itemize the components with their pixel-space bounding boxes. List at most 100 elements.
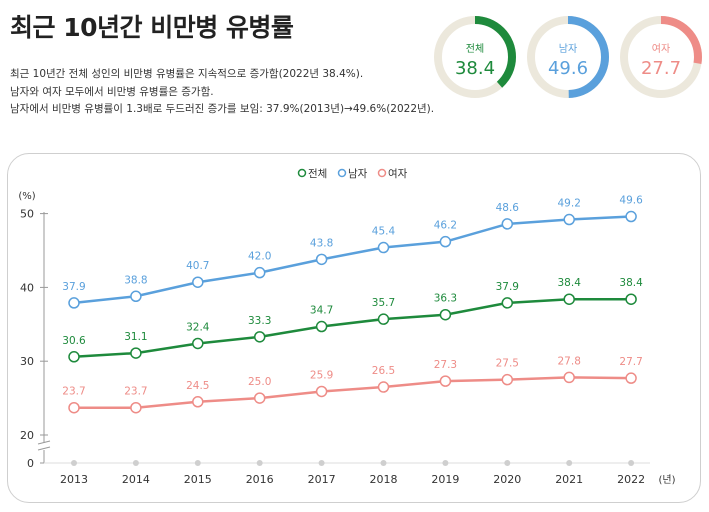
y-tick-label: 40 bbox=[20, 281, 34, 294]
data-point bbox=[439, 375, 452, 387]
data-label: 24.5 bbox=[186, 380, 209, 392]
x-tick-dot bbox=[194, 460, 201, 466]
legend-marker bbox=[337, 168, 347, 178]
data-point bbox=[563, 213, 575, 226]
data-point bbox=[625, 372, 637, 384]
data-label: 25.0 bbox=[248, 376, 271, 388]
legend-label: 여자 bbox=[388, 168, 408, 180]
y-tick-label: 30 bbox=[20, 355, 34, 368]
data-label: 32.4 bbox=[186, 321, 210, 333]
donut-male: 남자 49.6 bbox=[527, 16, 609, 98]
data-label: 27.5 bbox=[496, 358, 519, 370]
page-title: 최근 10년간 비만병 유병률 bbox=[10, 13, 294, 42]
data-label: 25.9 bbox=[310, 369, 333, 381]
x-tick-label: 2020 bbox=[493, 473, 521, 486]
data-point bbox=[130, 290, 142, 303]
data-label: 46.2 bbox=[434, 220, 457, 232]
donut-value-male: 49.6 bbox=[548, 58, 588, 79]
y-tick-label: 50 bbox=[20, 208, 34, 221]
x-tick-label: 2014 bbox=[122, 473, 150, 486]
data-label: 49.6 bbox=[619, 195, 643, 207]
data-label: 43.8 bbox=[310, 237, 333, 249]
data-point bbox=[253, 331, 266, 343]
donut-label-male: 남자 bbox=[559, 43, 577, 55]
y-tick-label: 0 bbox=[27, 457, 34, 470]
data-label: 40.7 bbox=[186, 260, 209, 272]
data-point bbox=[377, 241, 390, 254]
x-tick-dot bbox=[380, 460, 387, 466]
data-point bbox=[130, 347, 142, 359]
x-tick-label: 2013 bbox=[60, 473, 88, 486]
data-label: 38.4 bbox=[619, 277, 643, 289]
donut-value-female: 27.7 bbox=[641, 58, 681, 79]
donut-arc-female bbox=[620, 16, 702, 98]
donut-arc-total bbox=[434, 16, 516, 98]
data-point bbox=[253, 392, 266, 404]
y-tick-label: 20 bbox=[20, 429, 34, 442]
data-point bbox=[439, 235, 452, 248]
donut-total: 전체 38.4 bbox=[434, 16, 516, 98]
series-line bbox=[73, 215, 632, 305]
legend-label: 남자 bbox=[348, 168, 368, 180]
data-point bbox=[315, 253, 328, 266]
data-label: 27.3 bbox=[434, 359, 457, 371]
donut-arc-male bbox=[527, 16, 609, 98]
x-tick-dot bbox=[628, 460, 635, 466]
data-label: 37.9 bbox=[496, 281, 519, 293]
axis-break-mark bbox=[37, 446, 51, 451]
x-tick-label: 2017 bbox=[308, 473, 336, 486]
legend-marker bbox=[377, 168, 387, 178]
x-tick-dot bbox=[256, 460, 263, 466]
axis-break-mark bbox=[37, 440, 51, 445]
legend-label: 전체 bbox=[308, 168, 327, 180]
data-label: 38.8 bbox=[124, 274, 147, 286]
x-tick-label: 2016 bbox=[246, 473, 274, 486]
data-label: 27.8 bbox=[558, 355, 581, 367]
x-tick-label: 2019 bbox=[431, 473, 459, 486]
data-label: 45.4 bbox=[372, 226, 396, 238]
data-point bbox=[68, 351, 80, 363]
donut-value-total: 38.4 bbox=[455, 58, 495, 79]
data-label: 30.6 bbox=[62, 335, 86, 347]
data-label: 27.7 bbox=[619, 356, 642, 368]
x-tick-dot bbox=[504, 460, 511, 466]
data-point bbox=[192, 396, 204, 408]
data-label: 42.0 bbox=[248, 251, 271, 263]
data-point bbox=[377, 313, 390, 325]
data-point bbox=[439, 308, 452, 321]
x-tick-label: 2015 bbox=[184, 473, 212, 486]
data-point bbox=[68, 297, 80, 309]
chart-panel bbox=[7, 153, 701, 503]
x-tick-dot bbox=[566, 460, 573, 466]
data-label: 38.4 bbox=[558, 277, 582, 289]
donut-label-female: 여자 bbox=[652, 43, 670, 55]
donut-label-total: 전체 bbox=[466, 43, 484, 55]
data-point bbox=[315, 385, 328, 398]
data-label: 49.2 bbox=[558, 198, 581, 210]
x-tick-dot bbox=[442, 460, 449, 466]
data-point bbox=[130, 401, 142, 414]
data-label: 34.7 bbox=[310, 305, 333, 317]
data-point bbox=[377, 381, 390, 393]
x-axis-unit: (년) bbox=[658, 474, 675, 486]
data-point bbox=[501, 218, 514, 230]
legend-marker bbox=[297, 168, 307, 178]
x-tick-label: 2022 bbox=[617, 473, 645, 486]
x-tick-label: 2021 bbox=[555, 473, 583, 486]
description-line-3: 남자에서 비만병 유병률이 1.3배로 두드러진 증가를 보임: 37.9%(2… bbox=[10, 103, 435, 115]
data-point bbox=[563, 293, 575, 305]
x-tick-dot bbox=[318, 460, 325, 466]
y-axis-unit: (%) bbox=[18, 191, 35, 202]
data-label: 37.9 bbox=[62, 281, 85, 293]
series-line bbox=[73, 297, 632, 359]
data-label: 33.3 bbox=[248, 315, 271, 327]
data-point bbox=[563, 371, 575, 384]
data-label: 26.5 bbox=[372, 365, 395, 377]
x-tick-dot bbox=[132, 460, 139, 466]
x-tick-dot bbox=[71, 460, 77, 466]
data-label: 36.3 bbox=[434, 293, 457, 305]
data-point bbox=[192, 337, 204, 350]
data-point bbox=[315, 320, 328, 333]
description-line-1: 최근 10년간 전체 성인의 비만병 유병률은 지속적으로 증가함(2022년 … bbox=[10, 68, 364, 80]
